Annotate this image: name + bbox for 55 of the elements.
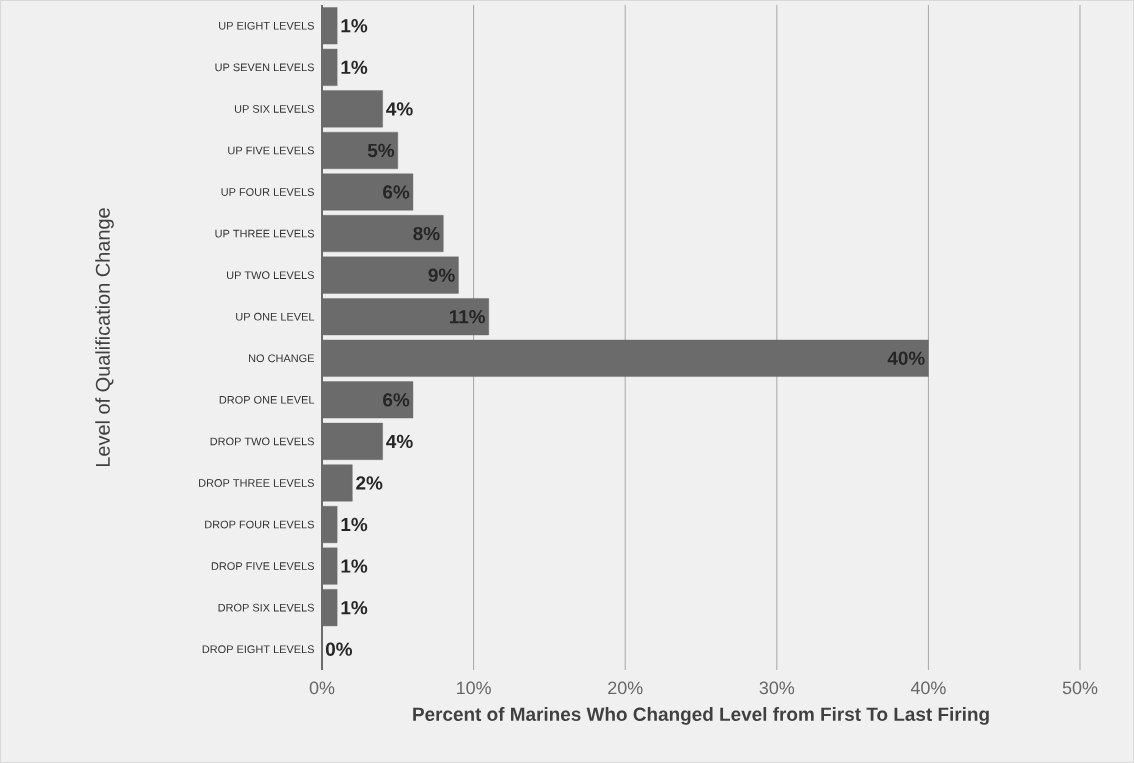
y-tick-label: UP FOUR LEVELS: [221, 188, 314, 196]
data-label: 0%: [325, 642, 353, 656]
data-label: 2%: [356, 476, 383, 490]
data-label: 4%: [386, 102, 413, 116]
x-tick-label: 0%: [309, 681, 335, 695]
y-tick-label: UP TWO LEVELS: [227, 271, 314, 280]
data-label: 6%: [383, 393, 410, 407]
data-label: 5%: [367, 143, 395, 158]
data-label: 8%: [413, 226, 440, 241]
x-axis-title: Percent of Marines Who Changed Level from First To Last Firing: [413, 707, 989, 725]
x-tick-label: 50%: [1062, 681, 1098, 695]
data-label: 1%: [341, 600, 368, 615]
data-label: 1%: [341, 517, 368, 532]
bar: [321, 589, 338, 627]
data-label: 6%: [383, 185, 410, 199]
bar: [321, 547, 338, 585]
y-tick-label: UP ONE LEVEL: [236, 312, 315, 321]
y-axis-title: Level of Qualification Change: [95, 208, 114, 466]
data-label: 40%: [887, 351, 925, 365]
bar: [321, 381, 414, 419]
y-tick-label: DROP FOUR LEVELS: [205, 520, 314, 529]
bar: [321, 256, 459, 294]
data-label: 4%: [386, 434, 413, 449]
x-tick-label: 30%: [759, 681, 795, 695]
x-tick-label: 20%: [608, 681, 643, 695]
bar: [321, 90, 383, 128]
y-tick-label: UP EIGHT LEVELS: [219, 21, 314, 30]
bar: [321, 215, 444, 253]
data-label: 1%: [341, 60, 368, 74]
y-tick-label: DROP EIGHT LEVELS: [202, 645, 314, 654]
bar: [321, 298, 489, 336]
bar: [321, 422, 383, 460]
y-tick-label: DROP SIX LEVELS: [218, 603, 314, 612]
y-tick-label: UP FIVE LEVELS: [228, 146, 314, 155]
y-tick-label: DROP THREE LEVELS: [199, 479, 314, 487]
y-tick-label: DROP FIVE LEVELS: [211, 562, 314, 570]
data-label: 1%: [341, 19, 368, 33]
x-tick-label: 10%: [457, 681, 491, 695]
y-tick-label: DROP ONE LEVEL: [219, 395, 315, 404]
bar: [321, 48, 338, 86]
bar: [321, 464, 353, 502]
y-tick-label: NO CHANGE: [249, 354, 314, 363]
x-tick-label: 40%: [910, 681, 946, 695]
y-tick-label: DROP TWO LEVELS: [210, 437, 314, 446]
y-tick-label: UP THREE LEVELS: [215, 229, 314, 238]
bar: [321, 131, 399, 169]
bar: [321, 506, 338, 544]
y-tick-label: UP SEVEN LEVELS: [215, 63, 314, 72]
data-label: 1%: [341, 559, 368, 573]
bar: [321, 173, 414, 211]
data-label: 9%: [428, 268, 455, 282]
data-label: 11%: [449, 310, 486, 324]
y-tick-label: UP SIX LEVELS: [234, 105, 314, 113]
bar: [321, 339, 929, 377]
bar: [321, 7, 338, 45]
